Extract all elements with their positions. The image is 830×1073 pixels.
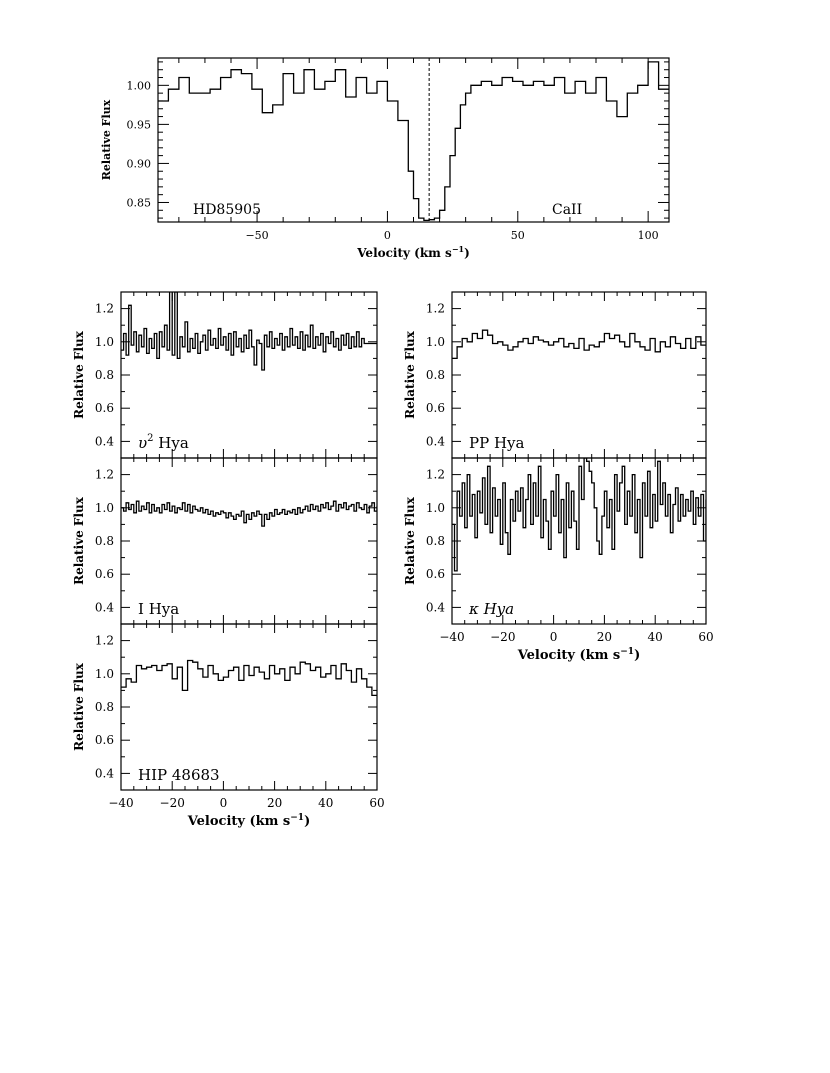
y-tick-label: 1.2 bbox=[426, 302, 445, 316]
x-tick-label: −50 bbox=[245, 229, 268, 242]
x-tick-label: −40 bbox=[108, 796, 133, 810]
spectrum-line bbox=[121, 292, 377, 371]
panel-pphya: 0.4 0.6 0.8 1.0 1.2 Relative Flux PP Hya bbox=[403, 291, 707, 459]
y-tick-label: 1.0 bbox=[95, 667, 114, 681]
x-tick-label: −20 bbox=[490, 630, 515, 644]
ion-label: CaII bbox=[552, 202, 582, 218]
star-label-text: HD85905 bbox=[193, 202, 261, 218]
y-axis-label: Relative Flux bbox=[100, 99, 113, 180]
y-tick-label: 0.4 bbox=[95, 766, 114, 780]
y-tick-label: 1.0 bbox=[95, 335, 114, 349]
y-axis-label: Relative Flux bbox=[72, 662, 86, 751]
x-tick-label: 40 bbox=[318, 796, 333, 810]
star-label: υ2 Hya bbox=[138, 433, 189, 452]
star-label-superscript: 2 bbox=[147, 433, 153, 444]
x-tick-label: 50 bbox=[511, 229, 525, 242]
y-tick-label: 0.8 bbox=[95, 368, 114, 382]
x-tick-label: 20 bbox=[597, 630, 612, 644]
x-tick-label: 40 bbox=[648, 630, 663, 644]
star-label-text: PP Hya bbox=[469, 434, 525, 452]
y-tick-label: 1.00 bbox=[127, 79, 152, 92]
spectrum-line bbox=[121, 500, 377, 527]
x-tick-label: 0 bbox=[220, 796, 228, 810]
x-axis-label-main: Velocity (km s bbox=[187, 814, 290, 829]
star-label-text: HIP 48683 bbox=[138, 766, 220, 784]
y-tick-label: 0.4 bbox=[95, 600, 114, 614]
y-tick-label: 0.6 bbox=[95, 567, 114, 581]
y-tick-label: 0.4 bbox=[426, 600, 445, 614]
x-axis-label-exponent: −1 bbox=[290, 813, 304, 823]
star-label: HIP 48683 bbox=[138, 766, 220, 784]
y-tick-label: 1.0 bbox=[426, 501, 445, 515]
x-axis-label: Velocity (km s−1) bbox=[356, 244, 470, 260]
panel-kappahya: 0.4 0.6 0.8 1.0 1.2 −40 −20 0 20 40 60 Relative Flu… bbox=[403, 457, 714, 663]
spectrum-line bbox=[452, 329, 706, 360]
y-tick-label: 1.2 bbox=[95, 634, 114, 648]
y-axis-label: Relative Flux bbox=[72, 330, 86, 419]
y-tick-label: 1.0 bbox=[426, 335, 445, 349]
panel-ups2hya: 0.4 0.6 0.8 1.0 1.2 Relative Flux υ2 Hya bbox=[72, 291, 378, 459]
x-axis-label-close: ) bbox=[304, 814, 310, 829]
x-axis-label-close: ) bbox=[634, 648, 640, 663]
x-tick-label: 60 bbox=[369, 796, 384, 810]
y-tick-label: 1.2 bbox=[426, 468, 445, 482]
y-tick-label: 0.6 bbox=[426, 567, 445, 581]
y-tick-label: 1.2 bbox=[95, 468, 114, 482]
star-label-text: κ Hya bbox=[468, 600, 514, 618]
spectrum-line bbox=[121, 659, 377, 697]
y-tick-label: 0.95 bbox=[127, 118, 152, 131]
star-label: PP Hya bbox=[469, 434, 525, 452]
spectrum-line bbox=[158, 61, 669, 222]
x-axis-label-main: Velocity (km s bbox=[517, 648, 620, 663]
y-tick-label: 0.8 bbox=[95, 534, 114, 548]
y-tick-label: 0.4 bbox=[95, 434, 114, 448]
star-label: I Hya bbox=[138, 600, 179, 618]
x-axis-label-close: ) bbox=[464, 246, 470, 260]
star-label-text: υ bbox=[138, 434, 147, 452]
x-axis-label-exponent: −1 bbox=[452, 244, 464, 254]
x-axis-label-main: Velocity (km s bbox=[356, 246, 452, 260]
y-axis-label: Relative Flux bbox=[403, 496, 417, 585]
x-tick-label: 0 bbox=[384, 229, 391, 242]
star-label: κ Hya bbox=[468, 600, 514, 618]
y-axis-label: Relative Flux bbox=[72, 496, 86, 585]
star-label: HD85905 bbox=[193, 202, 261, 218]
y-axis-label: Relative Flux bbox=[403, 330, 417, 419]
y-tick-label: 0.90 bbox=[127, 157, 152, 170]
x-axis-label-exponent: −1 bbox=[620, 647, 634, 657]
y-tick-label: 0.4 bbox=[426, 434, 445, 448]
x-tick-label: 100 bbox=[638, 229, 659, 242]
spectrum-line bbox=[452, 458, 706, 572]
x-tick-label: 20 bbox=[267, 796, 282, 810]
x-tick-label: −40 bbox=[439, 630, 464, 644]
y-tick-label: 0.6 bbox=[95, 401, 114, 415]
y-tick-label: 0.8 bbox=[426, 534, 445, 548]
x-axis-label: Velocity (km s−1) bbox=[517, 647, 640, 663]
y-tick-label: 0.6 bbox=[95, 733, 114, 747]
x-axis-label: Velocity (km s−1) bbox=[187, 813, 310, 829]
x-tick-label: 60 bbox=[698, 630, 713, 644]
star-label-suffix: Hya bbox=[154, 434, 189, 452]
y-tick-label: 0.6 bbox=[426, 401, 445, 415]
y-tick-label: 0.8 bbox=[95, 700, 114, 714]
x-tick-label: 0 bbox=[550, 630, 558, 644]
star-label-text: I Hya bbox=[138, 600, 179, 618]
y-tick-label: 1.2 bbox=[95, 302, 114, 316]
x-tick-label: −20 bbox=[160, 796, 185, 810]
panel-ihya: 0.4 0.6 0.8 1.0 1.2 Relative Flux I Hya bbox=[72, 457, 378, 625]
panel-hd85905: 0.85 0.90 0.95 1.00 −50 0 50 100 Relative Flux Ve… bbox=[100, 57, 670, 260]
y-tick-label: 1.0 bbox=[95, 501, 114, 515]
y-tick-label: 0.85 bbox=[127, 196, 152, 209]
y-tick-label: 0.8 bbox=[426, 368, 445, 382]
panel-hip48683: 0.4 0.6 0.8 1.0 1.2 −40 −20 0 20 40 60 Relative Flu… bbox=[72, 623, 385, 829]
